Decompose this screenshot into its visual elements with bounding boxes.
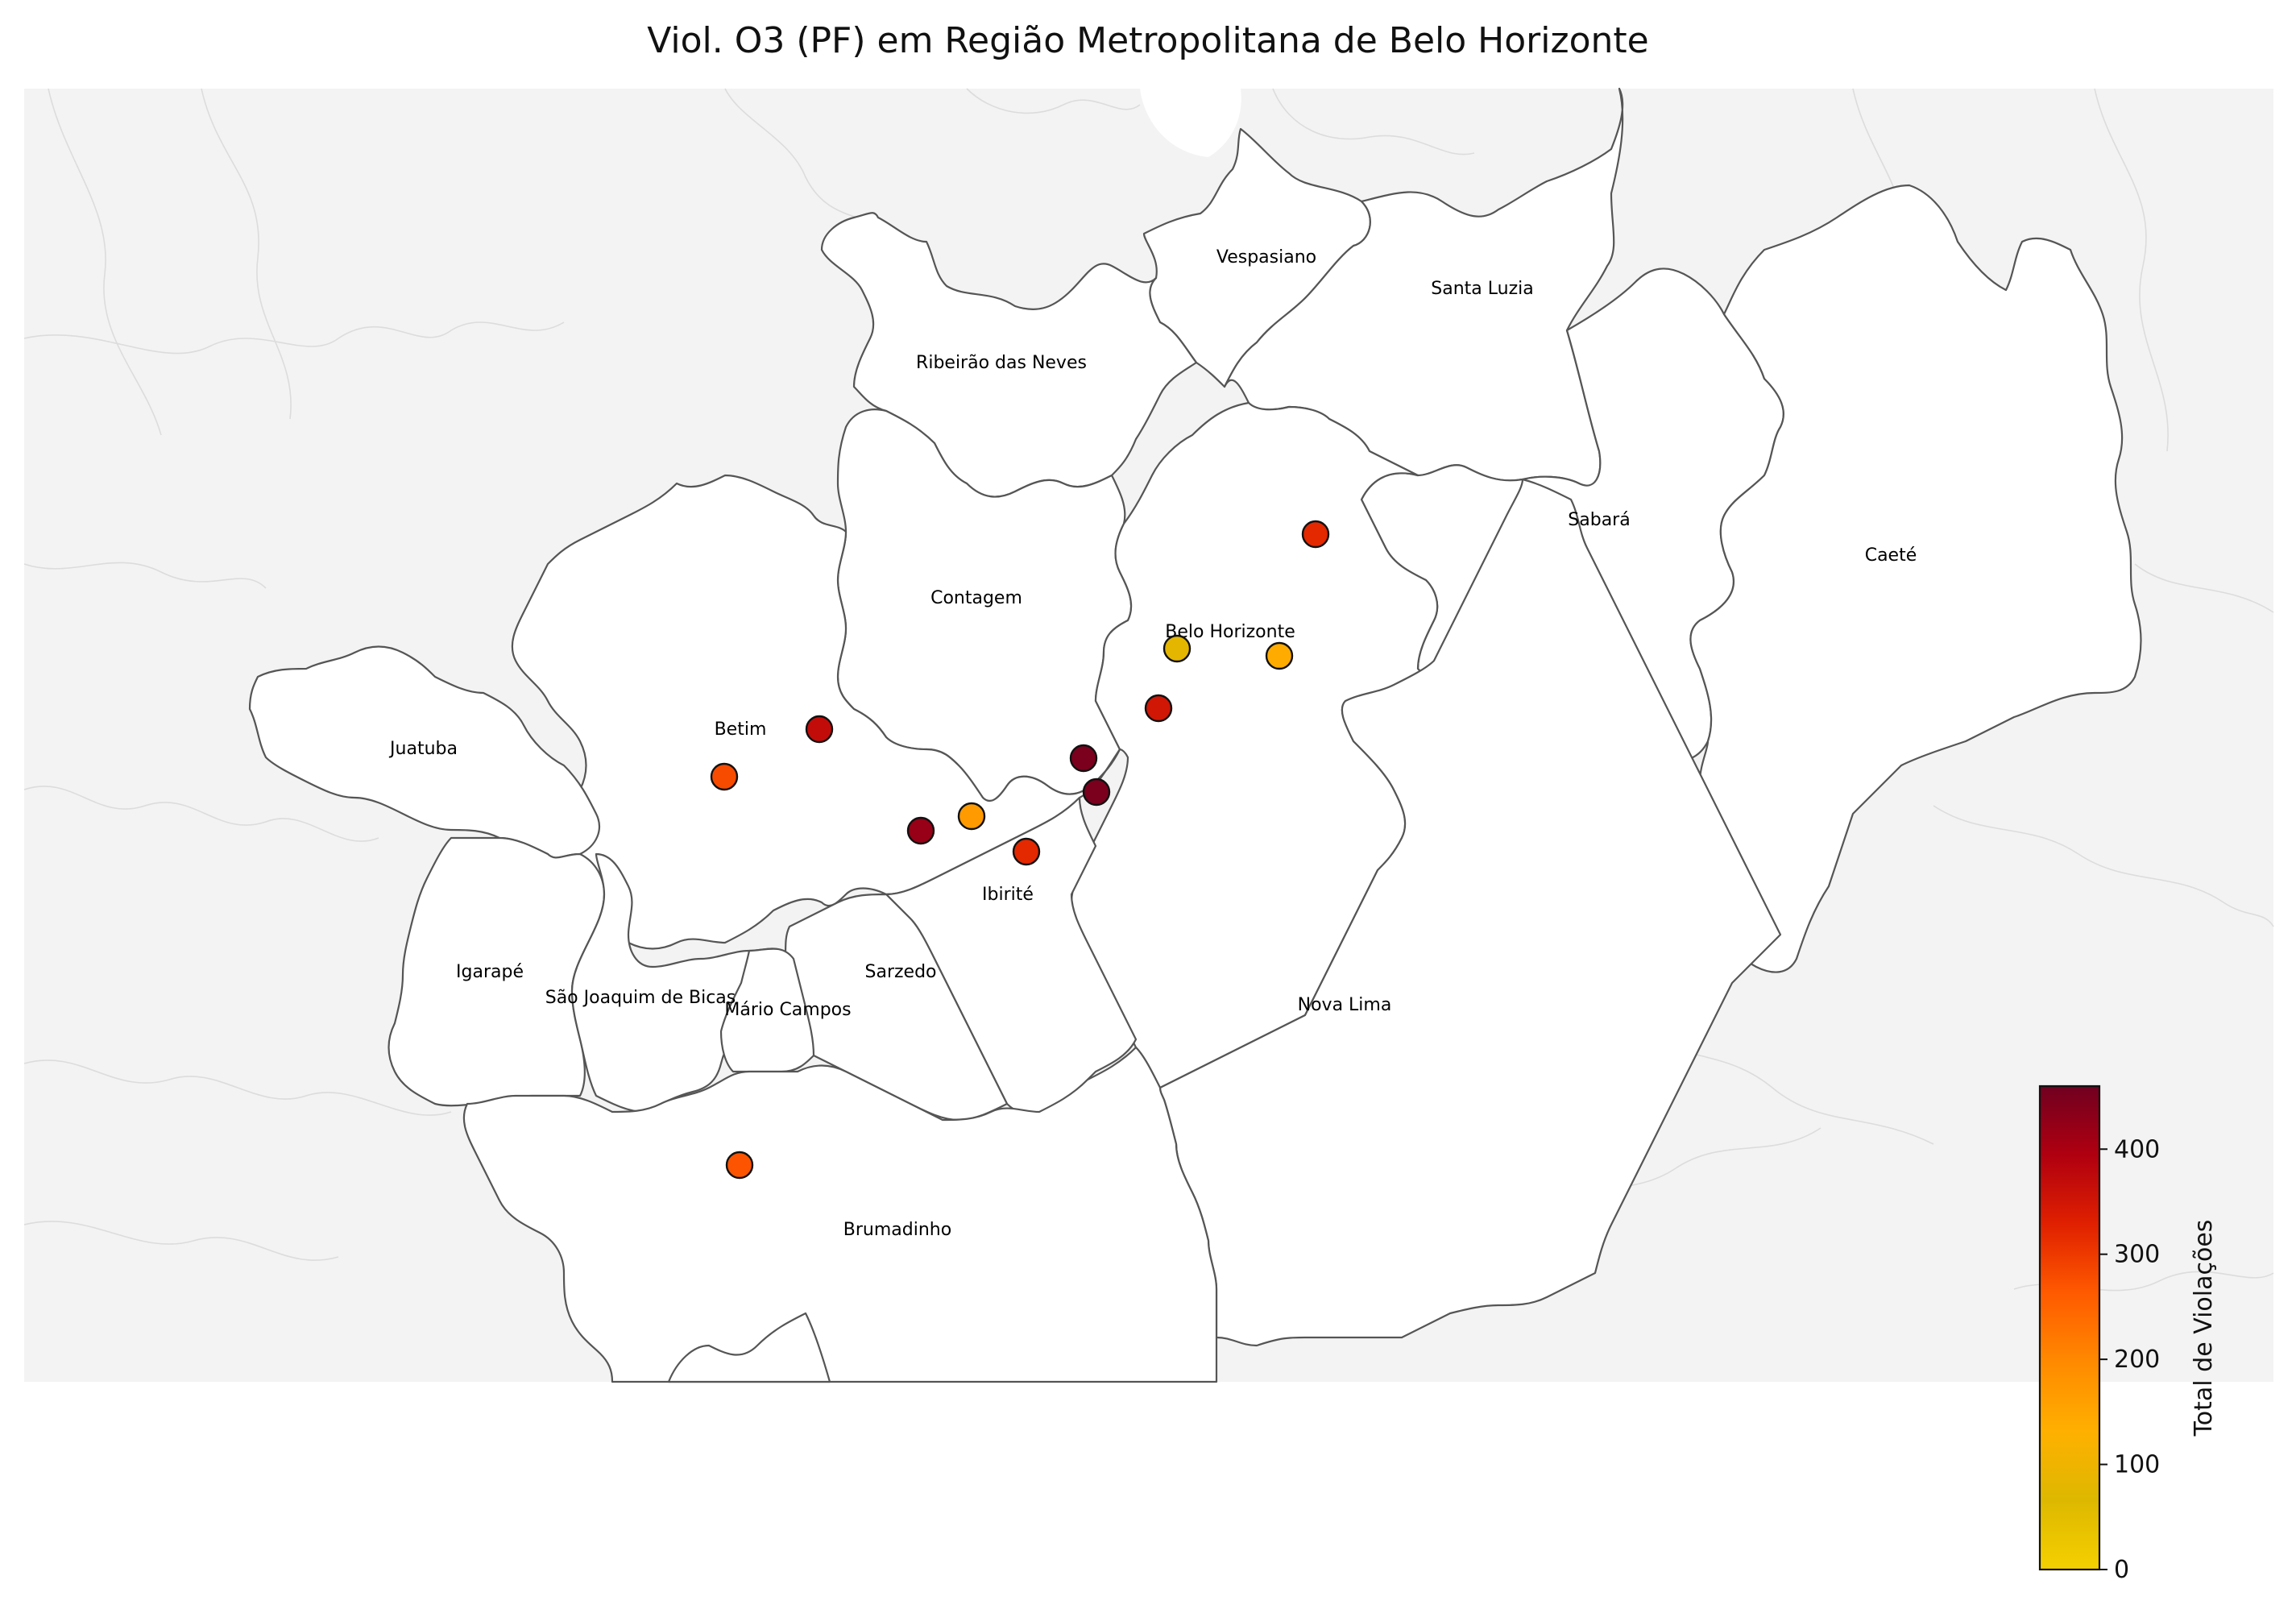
station-marker[interactable]: [1163, 634, 1192, 663]
colorbar-tick-label: 400: [2114, 1135, 2160, 1163]
station-marker[interactable]: [1069, 744, 1098, 773]
colorbar-gradient: [2038, 1084, 2101, 1571]
label-contagem: Contagem: [930, 588, 1022, 608]
municipality-labels: Vespasiano Santa Luzia Ribeirão das Neve…: [388, 247, 1917, 1240]
label-juatuba: Juatuba: [388, 739, 458, 759]
label-belo-horizonte: Belo Horizonte: [1165, 622, 1295, 642]
label-ribeirao-das-neves: Ribeirão das Neves: [916, 353, 1087, 373]
label-sarzedo: Sarzedo: [865, 962, 937, 982]
region-brumadinho-edge: [667, 1312, 831, 1383]
map-notch: [1140, 89, 1241, 157]
colorbar-ticks: 0 100 200 300 400: [2099, 1135, 2160, 1584]
label-brumadinho: Brumadinho: [843, 1220, 951, 1240]
station-marker[interactable]: [1144, 694, 1173, 723]
label-betim: Betim: [715, 719, 767, 740]
station-marker[interactable]: [1012, 837, 1041, 866]
station-marker[interactable]: [1082, 778, 1111, 807]
colorbar: 0 100 200 300 400 Total de Violações: [2038, 1084, 2218, 1584]
region-nova-lima: [1158, 478, 1782, 1347]
station-marker[interactable]: [957, 802, 986, 831]
station-marker[interactable]: [805, 715, 834, 744]
label-sabara: Sabará: [1568, 510, 1630, 530]
map-title: Viol. O3 (PF) em Região Metropolitana de…: [647, 20, 1648, 61]
label-nova-lima: Nova Lima: [1298, 995, 1392, 1015]
colorbar-tick-label: 100: [2114, 1451, 2160, 1479]
label-mario-campos: Mário Campos: [724, 1000, 851, 1020]
label-sao-joaquim-de-bicas: São Joaquim de Bicas: [545, 988, 736, 1008]
label-santa-luzia: Santa Luzia: [1431, 279, 1533, 299]
region-caete: [1689, 184, 2142, 973]
station-marker[interactable]: [710, 762, 739, 791]
label-ibirite: Ibirité: [982, 885, 1034, 905]
label-caete: Caeté: [1865, 545, 1917, 566]
municipality-polygons: [248, 87, 2142, 1383]
colorbar-tick-label: 0: [2114, 1556, 2129, 1584]
colorbar-label: Total de Violações: [2190, 1220, 2218, 1437]
station-marker[interactable]: [1265, 641, 1294, 670]
station-markers: [710, 520, 1330, 1180]
label-igarape: Igarapé: [456, 962, 524, 982]
station-marker[interactable]: [725, 1151, 754, 1180]
station-marker[interactable]: [906, 816, 935, 845]
label-vespasiano: Vespasiano: [1216, 247, 1316, 267]
station-marker[interactable]: [1301, 520, 1330, 549]
region-brumadinho: [462, 1046, 1218, 1383]
colorbar-tick-label: 300: [2114, 1241, 2160, 1269]
colorbar-tick-label: 200: [2114, 1346, 2160, 1374]
